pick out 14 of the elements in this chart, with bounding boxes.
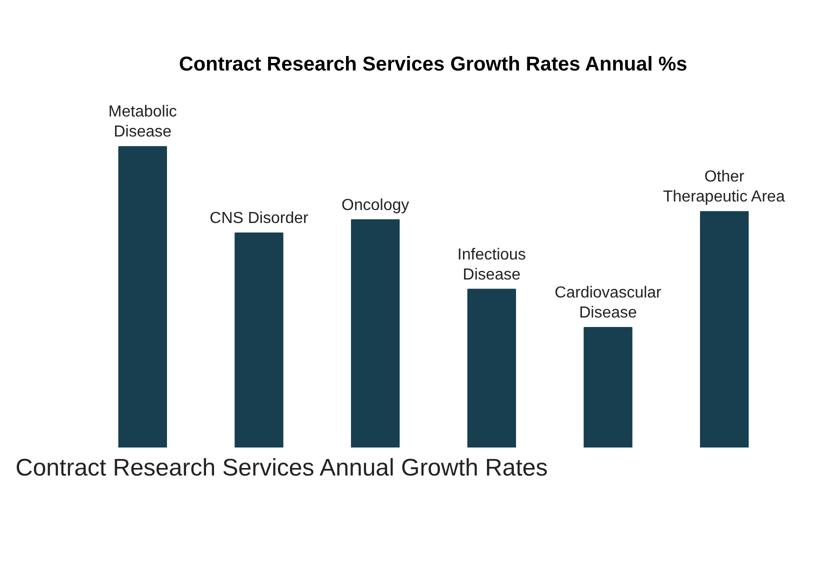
x-tick-label: Oncology [342, 196, 410, 214]
bar [700, 211, 749, 448]
x-tick-label: Infectious Disease [457, 246, 526, 284]
bar [584, 326, 632, 448]
x-tick-label: CNS Disorder [210, 210, 309, 228]
bar [467, 288, 516, 448]
bar [118, 146, 167, 448]
bar [350, 219, 400, 448]
x-tick-label: Other Therapeutic Area [663, 168, 785, 206]
bar [234, 232, 284, 448]
x-tick-label: Cardiovascular Disease [554, 284, 662, 322]
x-tick-label: Metabolic Disease [108, 104, 177, 141]
chart-title: Contract Research Services Growth Rates Annual %s [178, 54, 688, 76]
text: Contract Research Services Annual Growth Rates [16, 454, 548, 482]
